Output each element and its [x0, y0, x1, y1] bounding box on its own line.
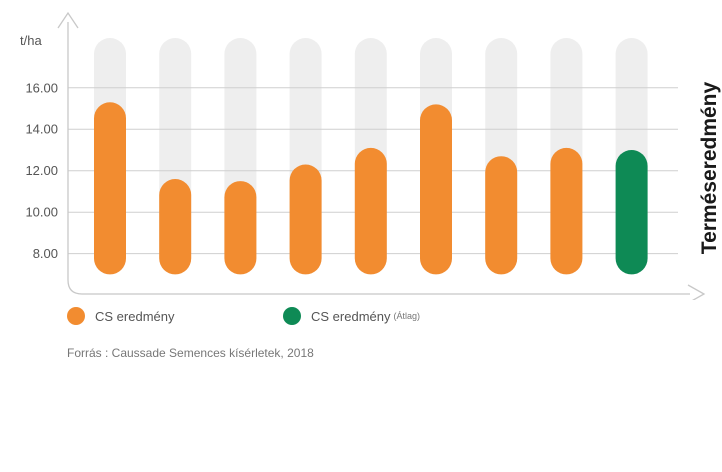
source-note: Forrás : Caussade Semences kísérletek, 2…	[67, 346, 314, 360]
y-tick-label: 14.00	[25, 122, 58, 137]
y-tick-label: 12.00	[25, 163, 58, 178]
axes	[57, 11, 706, 300]
legend-label-suffix: (Átlag)	[393, 311, 420, 321]
legend-label: CS eredmény	[311, 308, 391, 324]
legend-item-cs: CS eredmény	[67, 307, 174, 325]
legend: CS eredmény CS eredmény (Átlag)	[0, 307, 722, 329]
x-axis-arrow-icon	[687, 284, 706, 300]
y-axis-unit-label: t/ha	[20, 33, 42, 48]
y-axis-line	[67, 22, 690, 295]
bar-CS4	[289, 164, 322, 275]
bar-CS1	[94, 102, 126, 275]
y-tick-label: 10.00	[25, 205, 58, 220]
bar-CS3	[224, 181, 257, 275]
bar-CS8	[550, 147, 583, 275]
legend-swatch-orange	[67, 307, 85, 325]
y-tick-label: 8.00	[33, 246, 58, 261]
y-tick-label: 16.00	[25, 80, 58, 95]
legend-label: CS eredmény	[95, 308, 175, 324]
bar-CS6	[420, 104, 452, 275]
y-axis-arrow-icon	[57, 11, 79, 29]
bar-CS2	[159, 179, 192, 275]
side-title: Terméseredmény	[698, 81, 721, 254]
legend-item-cs-avg: CS eredmény (Átlag)	[283, 307, 420, 325]
bars	[94, 102, 648, 275]
bar-CS5	[354, 147, 387, 275]
bar-Átlag	[615, 149, 648, 275]
bar-CS7	[485, 156, 518, 275]
legend-swatch-green	[283, 307, 301, 325]
y-tick-labels: 8.00 10.00 12.00 14.00 16.00	[25, 80, 58, 261]
